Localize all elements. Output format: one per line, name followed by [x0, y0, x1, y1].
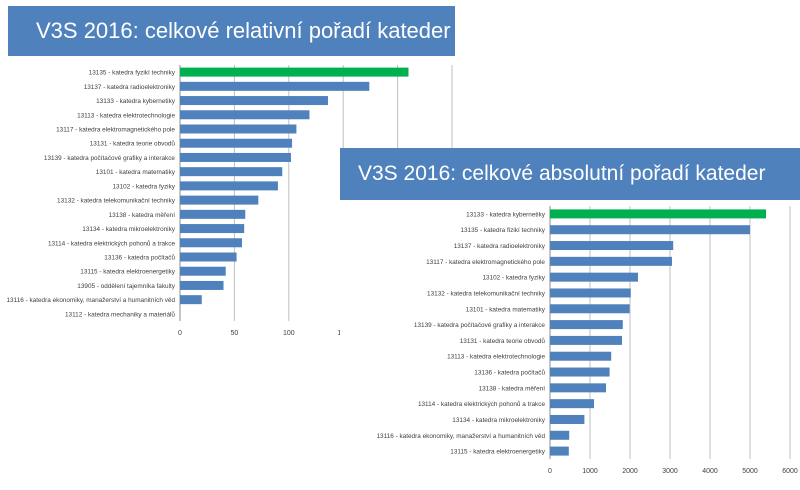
bar: [550, 367, 610, 377]
x-tick-label: 2000: [622, 468, 638, 475]
bar: [180, 67, 409, 77]
absolute-ranking-svg: 0 1000 2000 3000 4000 5000 6000 13133 - katedra…: [377, 206, 798, 475]
category-label: 13139 - katedra počítačové grafiky a int…: [44, 155, 176, 162]
category-label: 13101 - katedra matematiky: [466, 306, 546, 313]
relative-ranking-svg: 05010015020025013135 - katedra fyzikí te…: [7, 65, 455, 337]
category-label: 13138 - katedra měření: [109, 212, 176, 219]
category-label: 13905 - oddělení tajemníka fakulty: [77, 283, 176, 290]
chart-title-absolute: V3S 2016: celkové absolutní pořadí kated…: [340, 148, 800, 200]
category-label: 13137 - katedra radioelektroniky: [454, 243, 546, 250]
bar: [550, 320, 623, 330]
bar: [550, 256, 672, 266]
x-tick-label: 6000: [782, 468, 798, 475]
category-label: 13132 - katedra telekomunikační techniky: [57, 198, 176, 205]
category-label: 13132 - katedra telekomunikační techniky: [427, 290, 546, 297]
category-label: 13112 - katedra mechaniky a materiálů: [65, 310, 175, 318]
bar: [180, 138, 293, 148]
bar: [550, 446, 569, 456]
bar: [180, 280, 224, 290]
bar: [550, 225, 750, 235]
category-label: 13136 - katedra počítačů: [474, 369, 545, 377]
bar: [180, 167, 283, 177]
x-tick-label: 0: [178, 330, 182, 337]
x-tick-label: 100: [283, 330, 295, 337]
bar: [180, 209, 246, 219]
bar: [180, 96, 328, 106]
bar: [180, 124, 297, 134]
category-label: 13134 - katedra mikroelektroniky: [452, 417, 546, 424]
category-label: 13133 - katedra kybernetiky: [466, 211, 546, 218]
category-label: 13133 - katedra kybernetiky: [96, 98, 176, 105]
bar: [180, 238, 243, 248]
category-label: 13134 - katedra mikroelektroniky: [82, 226, 176, 233]
x-tick-label: 1000: [582, 468, 598, 475]
bar: [180, 110, 310, 120]
bar: [550, 383, 606, 393]
category-label: 13117 - katedra elektromagnetického pole: [426, 259, 545, 266]
category-label: 13117 - katedra elektromagnetického pole: [56, 127, 175, 134]
x-tick-label: 4000: [702, 468, 718, 475]
bar: [550, 399, 594, 409]
category-label: 13131 - katedra teorie obvodů: [90, 140, 176, 148]
category-label: 13135 - katedra fyzikí techniky: [89, 70, 176, 77]
chart-title-relative: V3S 2016: celkové relativní pořadí kated…: [8, 6, 455, 56]
category-label: 13113 - katedra elektrotechnologie: [447, 354, 545, 361]
bar: [180, 252, 237, 262]
category-label: 13114 - katedra elektrických pohonů a tr…: [48, 239, 176, 247]
bar: [550, 241, 674, 251]
category-label: 13113 - katedra elektrotechnologie: [77, 112, 175, 119]
bar: [180, 266, 226, 276]
bar: [180, 152, 291, 162]
category-label: 13135 - katedra fizikí techniky: [460, 227, 545, 234]
category-label: 13115 - katedra elektroenergetiky: [80, 269, 176, 276]
category-label: 13138 - katedra měření: [479, 385, 546, 392]
bar: [550, 209, 766, 219]
category-label: 13137 - katedra radioelektroniky: [84, 84, 176, 91]
category-label: 13116 - katedra ekonomiky, manažerství a…: [7, 297, 176, 304]
category-label: 13114 - katedra elektrických pohonů a tr…: [418, 400, 546, 408]
category-label: 13102 - katedra fyziky: [112, 183, 175, 190]
category-label: 13136 - katedra počítačů: [104, 254, 175, 262]
bar: [180, 295, 202, 305]
bar: [550, 335, 622, 345]
bar: [550, 288, 631, 298]
bar: [180, 224, 245, 234]
category-label: 13116 - katedra ekonomiky, manažerství a…: [377, 433, 546, 440]
x-tick-label: 5000: [742, 468, 758, 475]
bar: [180, 181, 278, 191]
bar: [180, 81, 370, 91]
category-label: 13131 - katedra teorie obvodů: [460, 337, 546, 345]
x-tick-label: 50: [231, 330, 239, 337]
bar: [180, 195, 259, 205]
x-tick-label: 3000: [662, 468, 678, 475]
bar: [550, 272, 638, 282]
category-label: 13115 - katedra elektroenergetiky: [450, 449, 546, 456]
category-label: 13102 - katedra fyziky: [482, 275, 545, 282]
bar: [550, 414, 585, 424]
bar: [550, 430, 570, 440]
category-label: 13139 - katedra počítačové grafiky a int…: [414, 322, 546, 329]
x-tick-label: 0: [548, 468, 552, 475]
absolute-ranking-chart: 0 1000 2000 3000 4000 5000 6000 13133 - katedra…: [340, 200, 800, 490]
bar: [550, 351, 612, 361]
bar: [550, 304, 630, 314]
category-label: 13101 - katedra matematiky: [96, 169, 176, 176]
